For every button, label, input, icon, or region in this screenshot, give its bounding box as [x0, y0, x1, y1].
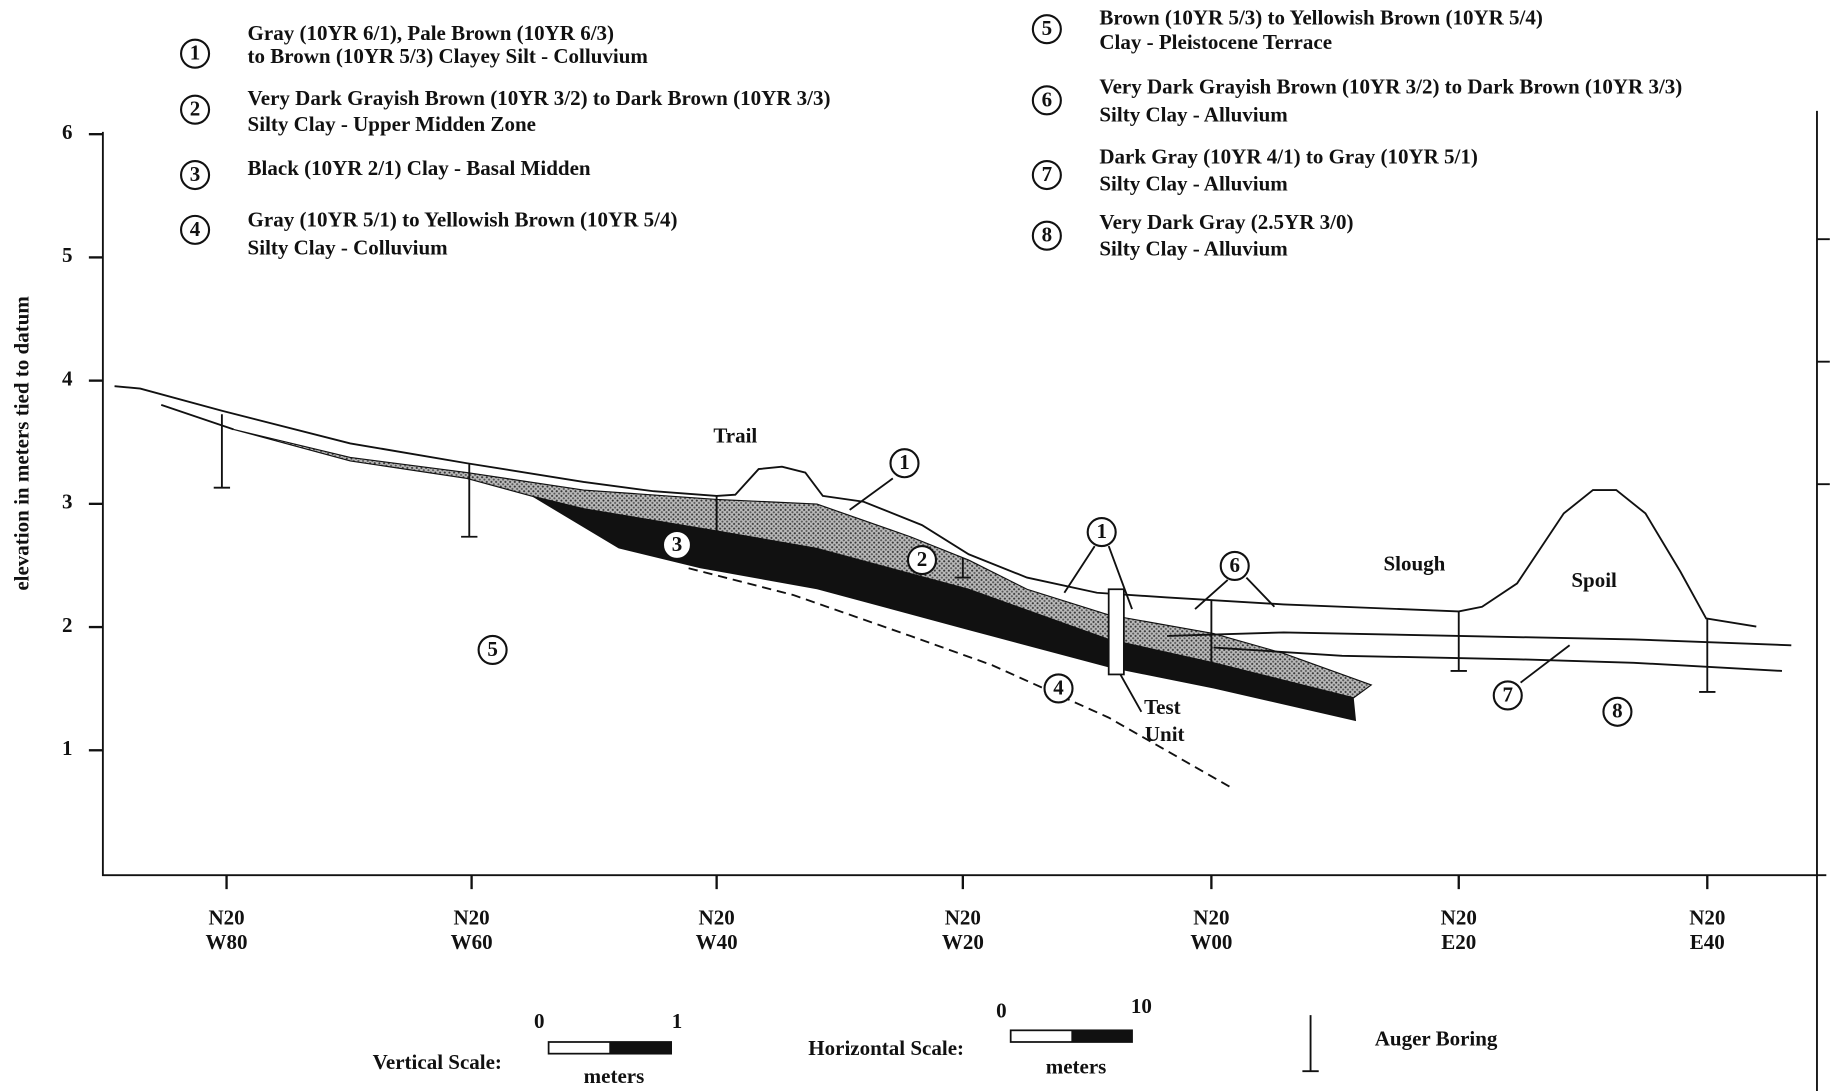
- x-tick-label: W80: [206, 930, 248, 954]
- auger-label: Auger Boring: [1375, 1027, 1498, 1051]
- y-tick-label: 1: [62, 736, 73, 760]
- frame-ticks: [1817, 239, 1830, 484]
- legend-text: Clay - Pleistocene Terrace: [1099, 30, 1332, 54]
- trail-label: Trail: [713, 423, 757, 447]
- page: {"legend": {"items": [ {"number": "1", "…: [0, 0, 1830, 1091]
- unit-number: 8: [1042, 223, 1053, 247]
- scale-tick: 0: [534, 1009, 545, 1033]
- slough-label: Slough: [1383, 552, 1445, 576]
- x-tick-label: N20: [699, 905, 735, 929]
- legend-text: Silty Clay - Colluvium: [248, 236, 449, 260]
- test-unit-label: Test: [1144, 695, 1181, 719]
- x-tick-label: W60: [451, 930, 493, 954]
- spoil-label: Spoil: [1571, 568, 1617, 592]
- test-unit: [1109, 589, 1124, 674]
- legend-text: Gray (10YR 6/1), Pale Brown (10YR 6/3): [248, 21, 615, 45]
- legend-text: Silty Clay - Alluvium: [1099, 102, 1288, 126]
- x-tick-label: N20: [1193, 905, 1229, 929]
- x-tick-label: N20: [208, 905, 244, 929]
- cross-section: 1 Gray (10YR 6/1), Pale Brown (10YR 6/3)t…: [0, 0, 1830, 1091]
- x-tick-label: W40: [696, 930, 738, 954]
- legend-text: Very Dark Grayish Brown (10YR 3/2) to Da…: [248, 86, 831, 110]
- x-tick-label: N20: [945, 905, 981, 929]
- unit-number: 3: [672, 532, 682, 556]
- unit-number: 4: [190, 217, 201, 241]
- x-tick-label: N20: [1689, 905, 1725, 929]
- y-tick-label: 6: [62, 120, 73, 144]
- test-unit-label: Unit: [1145, 722, 1185, 746]
- y-tick-label: 2: [62, 613, 73, 637]
- unit-number: 7: [1042, 162, 1053, 186]
- legend-text: Black (10YR 2/1) Clay - Basal Midden: [248, 156, 591, 180]
- y-tick-label: 5: [62, 243, 73, 267]
- legend-text: Gray (10YR 5/1) to Yellowish Brown (10YR…: [248, 208, 678, 232]
- basal-midden-layer: [531, 496, 1356, 721]
- x-tick-label: W20: [942, 930, 984, 954]
- scale-unit: meters: [1046, 1055, 1107, 1079]
- x-tick-label: N20: [1441, 905, 1477, 929]
- legend-text: Silty Clay - Upper Midden Zone: [248, 112, 536, 136]
- unit-number: 1: [899, 450, 910, 474]
- scale-tick: 1: [672, 1009, 682, 1033]
- unit-number: 6: [1229, 553, 1240, 577]
- x-tick-label: W00: [1190, 930, 1232, 954]
- auger-borings: [214, 414, 1716, 692]
- legend-text: Silty Clay - Alluvium: [1099, 171, 1288, 195]
- legend-text: Dark Gray (10YR 4/1) to Gray (10YR 5/1): [1099, 145, 1478, 169]
- x-tick-label: N20: [454, 905, 490, 929]
- scale-tick: 10: [1131, 994, 1152, 1018]
- unit-number: 1: [1096, 519, 1107, 543]
- scale-label: Vertical Scale:: [373, 1050, 502, 1074]
- y-tick-label: 3: [62, 490, 73, 514]
- unit-number: 4: [1053, 675, 1064, 699]
- y-tick-label: 4: [62, 366, 73, 390]
- unit-number: 7: [1503, 682, 1514, 706]
- unit-number: 1: [190, 41, 201, 65]
- unit-number: 6: [1042, 87, 1053, 111]
- x-tick-label: E20: [1441, 930, 1476, 954]
- y-axis-label: elevation in meters tied to datum: [9, 296, 33, 591]
- unit-number: 5: [1042, 16, 1053, 40]
- legend-text: to Brown (10YR 5/3) Clayey Silt - Colluv…: [248, 44, 649, 68]
- horizontal-scale-fill: [1071, 1030, 1132, 1042]
- legend-text: Brown (10YR 5/3) to Yellowish Brown (10Y…: [1099, 6, 1543, 30]
- auger-symbol: [1302, 1015, 1318, 1071]
- alluvium-line: [1167, 632, 1791, 645]
- unit-number: 2: [917, 547, 927, 571]
- unit-number: 5: [487, 637, 498, 661]
- vertical-scale-fill: [609, 1042, 671, 1054]
- scale-tick: 0: [996, 999, 1006, 1023]
- legend-text: Very Dark Gray (2.5YR 3/0): [1099, 210, 1353, 234]
- unit-number: 3: [190, 162, 201, 186]
- unit-number: 8: [1612, 699, 1623, 723]
- legend-text: Very Dark Grayish Brown (10YR 3/2) to Da…: [1099, 74, 1682, 98]
- legend-text: Silty Clay - Alluvium: [1099, 237, 1288, 261]
- scale-label: Horizontal Scale:: [808, 1036, 964, 1060]
- unit-number: 2: [190, 97, 201, 121]
- x-tick-label: E40: [1690, 930, 1725, 954]
- scale-unit: meters: [584, 1064, 645, 1088]
